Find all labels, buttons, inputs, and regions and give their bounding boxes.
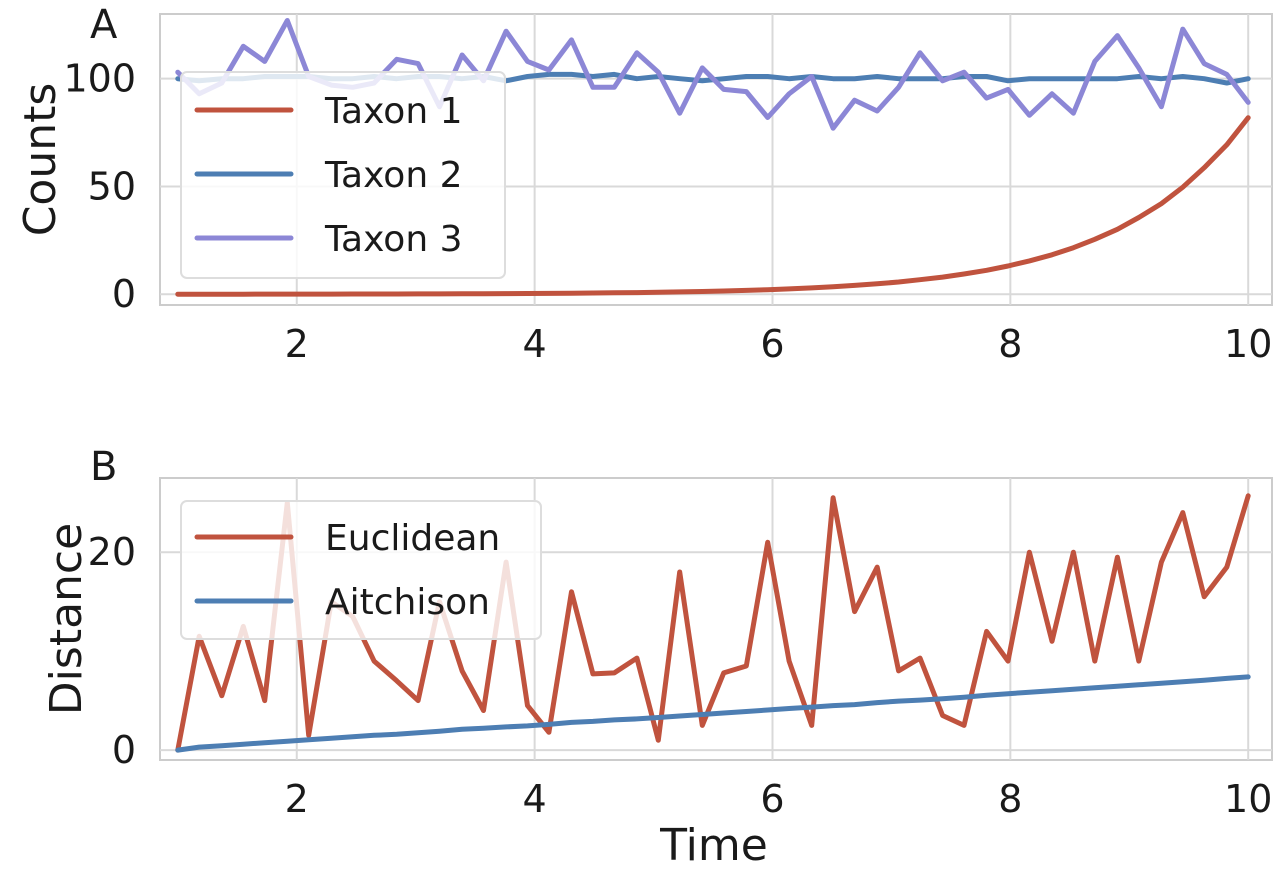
legend-frame xyxy=(180,71,506,279)
x-tick-label: 10 xyxy=(1224,777,1272,821)
y-tick-label: 100 xyxy=(63,57,136,101)
y-tick-label: 0 xyxy=(112,272,136,316)
legend-label: Taxon 3 xyxy=(324,219,462,260)
x-tick-label: 6 xyxy=(760,322,784,366)
series-line-aitchison xyxy=(175,674,1251,753)
x-tick-label: 8 xyxy=(998,777,1022,821)
panel-letter: A xyxy=(90,2,118,48)
y-tick-label: 50 xyxy=(88,164,136,208)
legend-label: Aitchison xyxy=(325,582,490,623)
x-tick-label: 6 xyxy=(760,777,784,821)
x-tick-label: 4 xyxy=(523,322,547,366)
panel-letter: B xyxy=(90,444,117,490)
x-tick-label: 2 xyxy=(285,322,309,366)
legend-label: Taxon 2 xyxy=(324,155,462,196)
x-tick-label: 4 xyxy=(523,777,547,821)
y-axis-label: Counts xyxy=(15,83,66,237)
legend-label: Euclidean xyxy=(325,518,500,559)
y-tick-label: 0 xyxy=(112,728,136,772)
x-tick-label: 10 xyxy=(1224,322,1272,366)
legend-label: Taxon 1 xyxy=(324,91,462,132)
x-tick-label: 8 xyxy=(998,322,1022,366)
x-tick-label: 2 xyxy=(285,777,309,821)
y-tick-label: 20 xyxy=(88,530,136,574)
x-axis-label: Time xyxy=(659,820,768,867)
legend: Euclidean Aitchison xyxy=(180,500,542,640)
legend: Taxon 1 Taxon 2 Taxon 3 xyxy=(180,71,506,279)
series-line-taxon-1 xyxy=(175,115,1251,297)
y-axis-label: Distance xyxy=(41,523,92,715)
